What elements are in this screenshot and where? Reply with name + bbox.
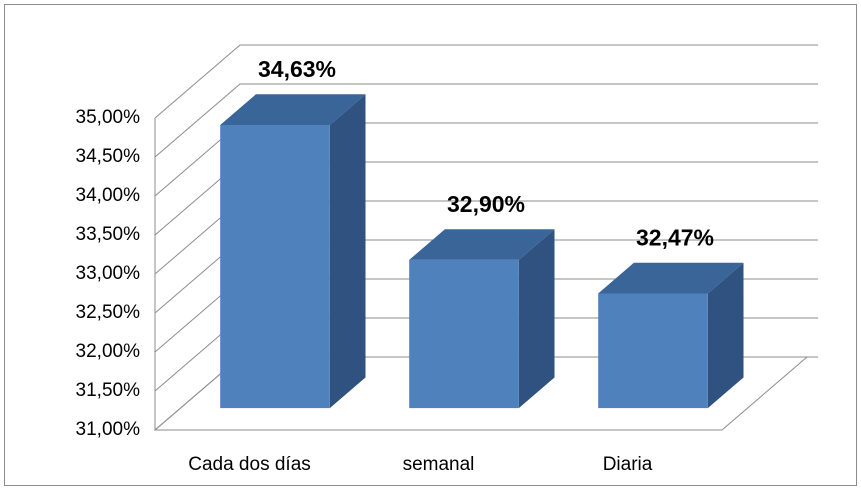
bar-top	[598, 262, 744, 294]
y-tick-label: 32,00%	[76, 341, 141, 362]
bar	[598, 293, 708, 409]
bar	[220, 124, 330, 409]
bar-side	[707, 262, 744, 409]
y-tick-label: 34,50%	[76, 146, 141, 167]
grid-line	[154, 83, 818, 158]
y-tick-label: 33,50%	[76, 224, 141, 245]
x-tick-label: Cada dos días	[188, 454, 311, 475]
y-tick-label: 31,50%	[76, 380, 141, 401]
bar-side	[518, 229, 555, 409]
x-tick-label: Diaria	[603, 454, 653, 475]
y-tick-label: 35,00%	[76, 107, 141, 128]
y-tick-label: 32,50%	[76, 302, 141, 323]
y-tick-label: 31,00%	[76, 419, 141, 440]
value-label: 34,63%	[258, 56, 336, 82]
bar-top	[220, 94, 366, 125]
bar-side	[329, 94, 366, 409]
value-label: 32,90%	[447, 191, 525, 217]
y-tick-label: 34,00%	[76, 185, 141, 206]
value-label: 32,47%	[636, 225, 714, 251]
grid-line	[154, 44, 818, 119]
x-tick-label: semanal	[403, 454, 475, 475]
y-tick-label: 33,00%	[76, 263, 141, 284]
bar	[409, 259, 519, 409]
bar-top	[409, 229, 555, 260]
